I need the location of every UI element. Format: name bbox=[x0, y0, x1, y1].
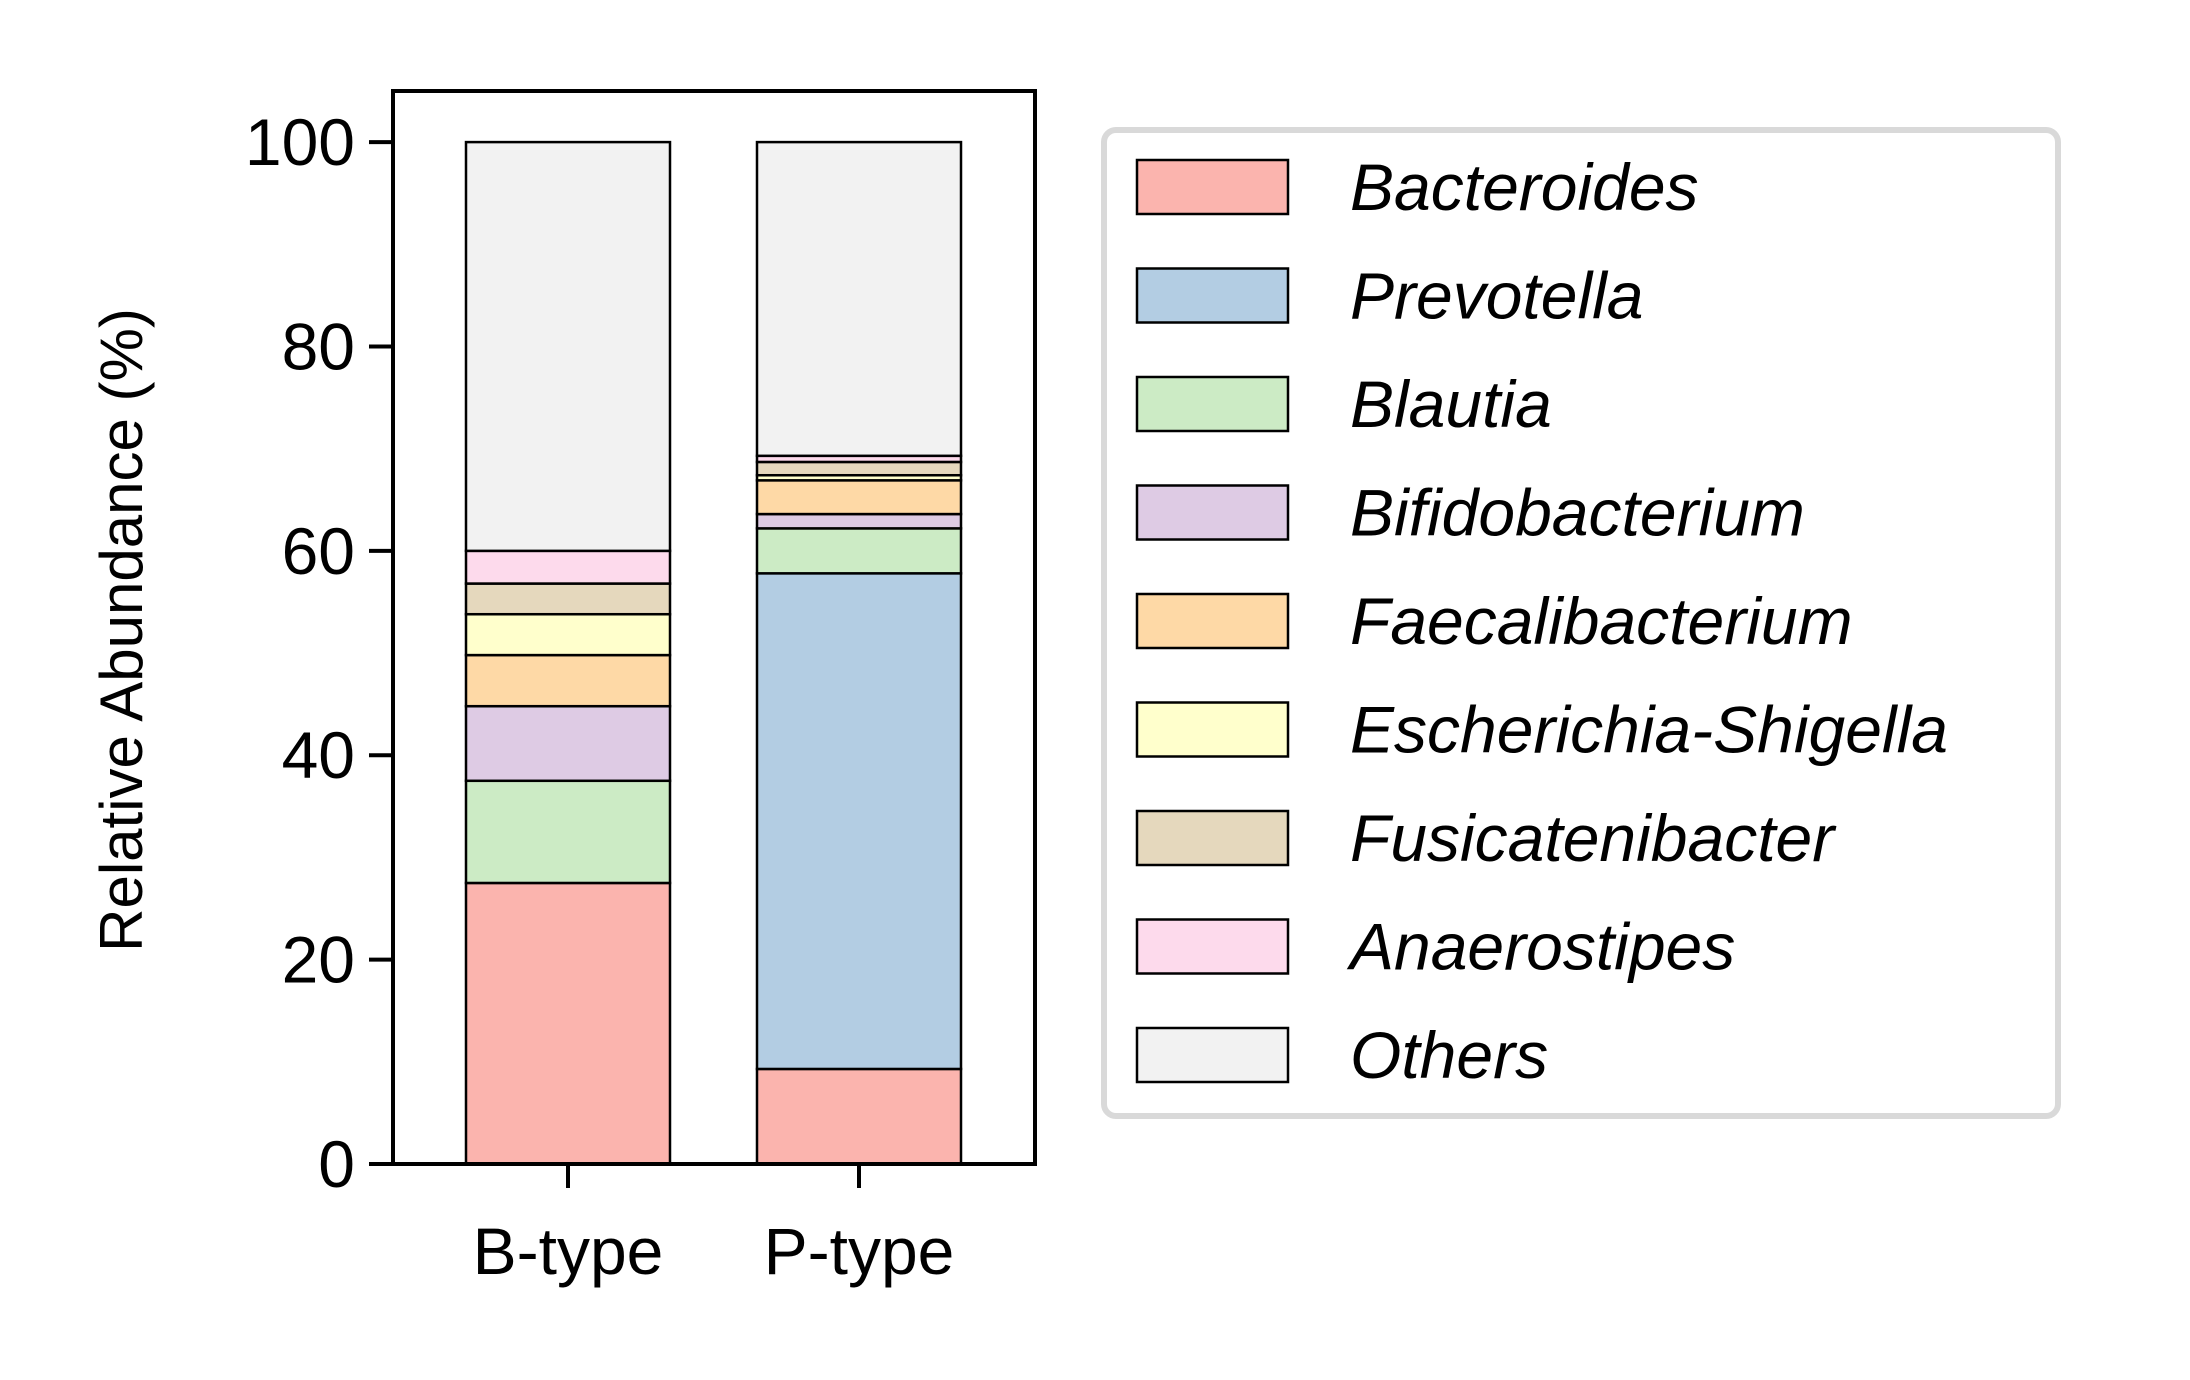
bar-segment-p-type-bifidobacterium bbox=[755, 512, 963, 530]
y-tick-label: 80 bbox=[282, 309, 355, 383]
plot-area bbox=[391, 89, 1037, 1166]
bar-segment-b-type-blautia bbox=[464, 779, 672, 885]
bar-segment-b-type-others bbox=[464, 140, 672, 553]
legend-swatch-faecalibacterium bbox=[1135, 592, 1290, 650]
bar-segment-p-type-faecalibacterium bbox=[755, 479, 963, 516]
legend-swatch-escherichia-shigella bbox=[1135, 701, 1290, 758]
legend: Bacteroides Prevotella Blautia Bifidobacter… bbox=[1101, 127, 2061, 1119]
x-tick-label: B-type bbox=[473, 1214, 664, 1288]
bar-segment-b-type-bifidobacterium bbox=[464, 704, 672, 783]
legend-label-escherichia-shigella: Escherichia-Shigella bbox=[1350, 693, 1948, 767]
legend-label-others: Others bbox=[1350, 1018, 1548, 1092]
bar-segment-p-type-fusicatenibacter bbox=[755, 460, 963, 477]
bar-segment-p-type-blautia bbox=[755, 527, 963, 575]
x-tick-label: P-type bbox=[764, 1214, 955, 1288]
y-tick-label: 20 bbox=[282, 923, 355, 997]
legend-label-anaerostipes: Anaerostipes bbox=[1346, 910, 1735, 984]
bar-segment-b-type-faecalibacterium bbox=[464, 653, 672, 708]
bar-segment-b-type-bacteroides bbox=[464, 881, 672, 1166]
y-axis-title: Relative Abundance (%) bbox=[88, 308, 155, 952]
y-tick-label: 0 bbox=[318, 1127, 355, 1201]
bar-segment-b-type-anaerostipes bbox=[464, 549, 672, 585]
legend-frame bbox=[1101, 127, 2061, 1119]
bar-segment-p-type-others bbox=[755, 140, 963, 458]
legend-swatch-prevotella bbox=[1135, 267, 1290, 324]
x-axis: B-type P-type bbox=[473, 1164, 955, 1288]
legend-label-bacteroides: Bacteroides bbox=[1350, 150, 1699, 224]
legend-swatch-others bbox=[1135, 1026, 1290, 1084]
legend-swatch-anaerostipes bbox=[1135, 918, 1290, 975]
bar-segment-p-type-bacteroides bbox=[755, 1067, 963, 1166]
bar-segment-p-type-prevotella bbox=[755, 572, 963, 1071]
legend-label-fusicatenibacter: Fusicatenibacter bbox=[1350, 801, 1837, 875]
bar-segment-b-type-fusicatenibacter bbox=[464, 582, 672, 616]
y-axis: 0 20 40 60 80 100 bbox=[245, 105, 393, 1201]
y-tick-label: 40 bbox=[282, 718, 355, 792]
y-tick-label: 60 bbox=[282, 514, 355, 588]
legend-swatch-bifidobacterium bbox=[1135, 484, 1290, 541]
legend-swatch-fusicatenibacter bbox=[1135, 809, 1290, 867]
legend-label-prevotella: Prevotella bbox=[1350, 259, 1644, 333]
legend-swatch-bacteroides bbox=[1135, 158, 1290, 216]
legend-label-blautia: Blautia bbox=[1350, 367, 1552, 441]
y-tick-label: 100 bbox=[245, 105, 355, 179]
legend-label-bifidobacterium: Bifidobacterium bbox=[1350, 476, 1805, 550]
plot-frame bbox=[391, 89, 1037, 1166]
legend-label-faecalibacterium: Faecalibacterium bbox=[1350, 584, 1853, 658]
legend-swatch-blautia bbox=[1135, 375, 1290, 433]
bar-segment-b-type-escherichia-shigella bbox=[464, 612, 672, 657]
